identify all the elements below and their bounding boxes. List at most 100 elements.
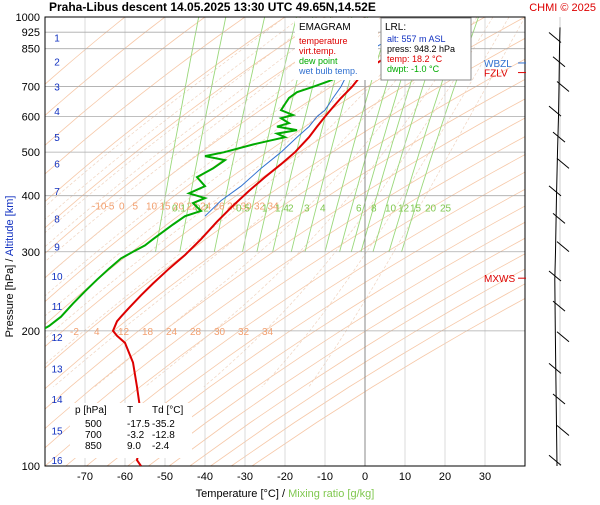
temperature-tick-label: 30 xyxy=(479,471,491,483)
potential-temp-label: 5 xyxy=(133,202,139,213)
x-axis-label: Temperature [°C] / Mixing ratio [g/kg] xyxy=(196,488,375,500)
potential-temp-label: 0 xyxy=(119,202,125,213)
pressure-tick-label: 700 xyxy=(22,82,40,94)
dry-adiabat xyxy=(169,17,600,466)
summary-table-cell: 850 xyxy=(85,441,102,452)
altitude-tick-label: 7 xyxy=(54,187,60,198)
pressure-tick-label: 500 xyxy=(22,147,40,159)
legend-item-label: temperature xyxy=(299,36,348,46)
y-axis-label: Pressure [hPa] / Altitude [km] xyxy=(4,196,16,338)
summary-table-header: T xyxy=(127,405,133,416)
pressure-tick-label: 300 xyxy=(22,247,40,259)
temperature-tick-label: -20 xyxy=(277,471,293,483)
level-wbzl-label: WBZL xyxy=(484,59,512,70)
legend-item-label: dew point xyxy=(299,56,338,66)
potential-temp-label: 10 xyxy=(146,202,158,213)
wind-barb xyxy=(557,425,569,435)
altitude-tick-label: 3 xyxy=(54,83,60,94)
potential-temp-label: 28 xyxy=(190,327,202,338)
wind-barb xyxy=(553,394,565,404)
pressure-tick-label: 600 xyxy=(22,112,40,124)
wind-barb xyxy=(549,33,561,43)
mixing-ratio-label: 4 xyxy=(320,204,326,215)
potential-temp-label: 18 xyxy=(142,327,154,338)
dry-adiabat xyxy=(0,17,600,466)
altitude-tick-label: 14 xyxy=(51,395,63,406)
pressure-tick-label: 925 xyxy=(22,27,40,39)
mixing-ratio-label: 0.5 xyxy=(236,204,250,215)
potential-temp-label: 12 xyxy=(118,327,130,338)
legend-item-label: wet bulb temp. xyxy=(298,66,358,76)
dry-adiabat xyxy=(0,17,445,466)
mixing-ratio-label: 3 xyxy=(304,204,310,215)
altitude-tick-label: 9 xyxy=(54,243,60,254)
pressure-tick-label: 400 xyxy=(22,191,40,203)
mixing-ratio-label: 1 xyxy=(262,204,268,215)
summary-table-cell: -3.2 xyxy=(127,430,145,441)
altitude-tick-label: 11 xyxy=(52,302,63,313)
mixing-ratio-label: 25 xyxy=(440,204,452,215)
dry-adiabat xyxy=(0,17,485,466)
temperature-tick-label: -70 xyxy=(77,471,93,483)
summary-table-cell: -2.4 xyxy=(152,441,170,452)
mixing-ratio-label: 20 xyxy=(425,204,437,215)
chart-title: Praha-Libus descent 14.05.2025 13:30 UTC… xyxy=(49,0,376,14)
altitude-tick-label: 10 xyxy=(51,272,63,283)
altitude-tick-label: 15 xyxy=(51,426,63,437)
potential-temp-label: 26 xyxy=(214,202,226,213)
pressure-tick-label: 200 xyxy=(22,326,40,338)
lrl-line: dwpt: -1.0 °C xyxy=(387,64,440,74)
temperature-tick-label: -50 xyxy=(157,471,173,483)
pressure-tick-label: 850 xyxy=(22,44,40,56)
dry-adiabat xyxy=(0,17,600,466)
lrl-line: alt: 557 m ASL xyxy=(387,34,446,44)
potential-temp-label: 4 xyxy=(94,327,100,338)
series-temperature-line xyxy=(113,27,438,466)
dry-adiabat xyxy=(252,17,600,466)
pressure-tick-label: 1000 xyxy=(16,12,40,24)
legend-heading: EMAGRAM xyxy=(299,22,351,33)
temperature-tick-label: 0 xyxy=(362,471,368,483)
temperature-tick-label: -40 xyxy=(197,471,213,483)
mixing-ratio-label: 15 xyxy=(410,204,422,215)
wind-barb xyxy=(553,213,565,223)
potential-temp-label: 30 xyxy=(214,327,226,338)
lrl-line: temp: 18.2 °C xyxy=(387,54,443,64)
legend-item-label: virt.temp. xyxy=(299,46,336,56)
summary-table-header: p [hPa] xyxy=(75,405,107,416)
mixing-ratio-label: 6 xyxy=(356,204,362,215)
summary-table-cell: 9.0 xyxy=(127,441,141,452)
summary-table-cell: 700 xyxy=(85,430,102,441)
copyright-label: CHMI © 2025 xyxy=(529,2,596,14)
potential-temp-label: -5 xyxy=(106,202,115,213)
dry-adiabat xyxy=(231,17,600,466)
dry-adiabat xyxy=(0,17,285,466)
temperature-tick-label: 10 xyxy=(399,471,411,483)
mixing-ratio-label: 0.1 xyxy=(172,204,186,215)
pressure-tick-label: 100 xyxy=(22,461,40,473)
wind-barb xyxy=(549,106,561,116)
wind-barb xyxy=(557,332,569,342)
wind-barb xyxy=(549,363,561,373)
summary-table-cell: -35.2 xyxy=(152,419,175,430)
lrl-line: press: 948.2 hPa xyxy=(387,44,455,54)
altitude-tick-label: 16 xyxy=(51,456,63,467)
mixing-ratio-line xyxy=(243,17,297,252)
dry-adiabat xyxy=(190,17,600,466)
wind-barb xyxy=(557,242,569,252)
temperature-tick-label: -10 xyxy=(317,471,333,483)
mixing-ratio-label: 10 xyxy=(385,204,397,215)
dry-adiabat xyxy=(4,17,600,466)
altitude-tick-label: 2 xyxy=(54,58,60,69)
altitude-tick-label: 5 xyxy=(54,133,60,144)
temperature-tick-label: -60 xyxy=(117,471,133,483)
dry-adiabat xyxy=(24,17,600,466)
level-fzlv-label: FZLV xyxy=(484,69,508,80)
altitude-tick-label: 13 xyxy=(51,364,63,375)
potential-temp-label: 15 xyxy=(160,202,172,213)
lrl-heading: LRL: xyxy=(385,22,406,33)
mixing-ratio-label: 8 xyxy=(371,204,377,215)
